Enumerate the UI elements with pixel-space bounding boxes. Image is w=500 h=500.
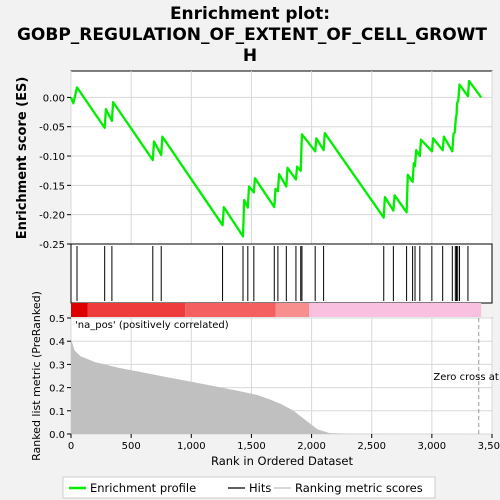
metric-y-tick-label: 0.3: [49, 360, 65, 371]
es-tick-label: 0.00: [43, 93, 65, 104]
es-tick-label: -0.05: [39, 123, 65, 134]
heatmap-segment: [185, 303, 275, 317]
x-tick-label: 1,500: [237, 441, 266, 452]
x-tick-label: 0: [68, 441, 74, 452]
chart-title-line1: Enrichment plot:: [170, 4, 330, 24]
zero-cross-label: Zero cross at: [433, 372, 498, 383]
es-tick-label: -0.10: [39, 152, 65, 163]
x-tick-label: 3,000: [418, 441, 447, 452]
x-tick-label: 3,500: [478, 441, 500, 452]
es-tick-label: -0.15: [39, 181, 65, 192]
metric-y-tick-label: 0.1: [49, 407, 65, 418]
ranked-heatmap-bar: [71, 303, 481, 317]
x-tick-label: 500: [122, 441, 141, 452]
heatmap-segment: [309, 303, 481, 317]
legend-label-enrichment: Enrichment profile: [90, 481, 196, 495]
x-axis-label: Rank in Ordered Dataset: [211, 454, 354, 468]
x-tick-label: 1,000: [177, 441, 206, 452]
chart-title-line3: H: [243, 46, 257, 66]
metric-x-ticks: 0 500 1,000 1,500 2,000 2,500 3,000 3,500: [68, 434, 500, 452]
metric-y-axis-label: Ranked list metric (PreRanked): [30, 291, 43, 461]
pos-correlated-label: 'na_pos' (positively correlated): [75, 320, 229, 331]
legend-label-hits: Hits: [249, 481, 271, 495]
metric-y-ticks: 0.0 0.1 0.2 0.3 0.4 0.5: [49, 314, 71, 441]
x-tick-label: 2,500: [357, 441, 386, 452]
es-y-axis-label: Enrichment score (ES): [15, 77, 30, 240]
es-tick-label: -0.20: [39, 211, 65, 222]
hits-panel-frame: [71, 244, 492, 303]
metric-y-tick-label: 0.2: [49, 384, 65, 395]
es-y-ticks: 0.00 -0.05 -0.10 -0.15 -0.20 -0.25: [39, 93, 71, 251]
x-tick-label: 2,000: [297, 441, 326, 452]
legend-label-metric: Ranking metric scores: [295, 481, 423, 495]
metric-y-tick-label: 0.0: [49, 430, 65, 441]
metric-y-tick-label: 0.5: [49, 314, 65, 325]
es-tick-label: -0.25: [39, 240, 65, 251]
heatmap-segment: [71, 303, 88, 317]
metric-y-tick-label: 0.4: [49, 337, 65, 348]
chart-title-line2: GOBP_REGULATION_OF_EXTENT_OF_CELL_GROWT: [17, 25, 487, 45]
heatmap-segment: [275, 303, 309, 317]
heatmap-segment: [88, 303, 185, 317]
